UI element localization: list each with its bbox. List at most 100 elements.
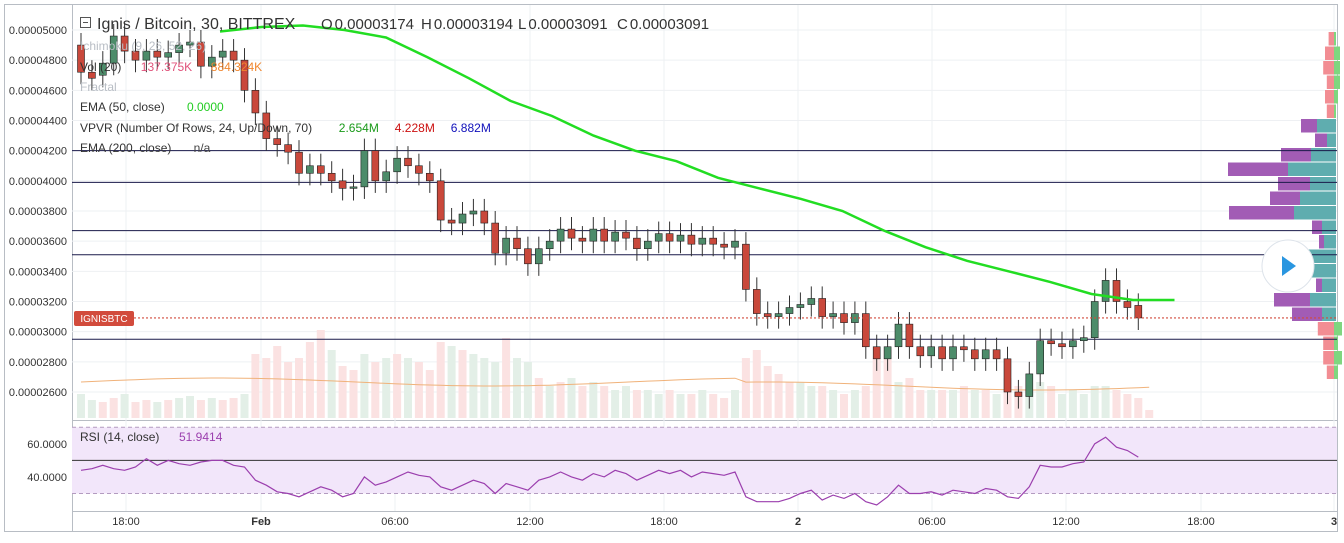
candle <box>338 168 347 201</box>
volume-bar <box>654 394 663 418</box>
ema-line[interactable] <box>219 24 1175 302</box>
vpvr-row-up <box>1334 351 1342 365</box>
volume-bar <box>1101 386 1110 418</box>
horizontal-lines[interactable] <box>72 150 1337 340</box>
volume-bar <box>567 378 576 418</box>
candle <box>164 40 172 70</box>
candle-body <box>545 240 554 250</box>
volume-bar <box>349 370 358 418</box>
candle <box>622 220 630 251</box>
time-tick-label: 12:00 <box>516 516 544 528</box>
candle-body <box>742 243 750 290</box>
candle <box>1014 379 1023 409</box>
candle-body <box>469 210 478 215</box>
price-badge: IGNISBTC <box>74 311 134 326</box>
candle-body <box>611 231 619 242</box>
vpvr-row-down <box>1328 32 1334 46</box>
legend-ema50[interactable]: EMA (50, close) 0.0000 <box>80 100 224 114</box>
vpvr-row-down <box>1317 322 1334 336</box>
volume-bar <box>643 390 652 418</box>
volume-ma-line <box>80 377 1150 391</box>
candle-body <box>687 234 696 245</box>
candle <box>524 236 532 276</box>
legend-vpvr[interactable]: VPVR (Number Of Rows, 24, Up/Down, 70) 2.… <box>80 121 491 135</box>
candle-body <box>316 165 325 174</box>
vpvr-row-up <box>1288 162 1336 176</box>
candle-body <box>371 150 380 182</box>
candle <box>611 220 619 254</box>
play-button[interactable] <box>1261 239 1315 293</box>
volume-bar <box>916 390 925 418</box>
candle <box>1112 268 1121 314</box>
ema-50-line <box>219 24 1175 302</box>
candle <box>349 174 358 201</box>
volume-bar <box>109 398 118 418</box>
candle <box>480 198 489 236</box>
rsi-legend-label: RSI (14, close) <box>80 430 159 444</box>
candle-body <box>894 323 903 348</box>
candle-body <box>1112 280 1121 302</box>
price-badge-label: IGNISBTC <box>80 314 127 325</box>
legend-value: 0.0000 <box>187 100 224 114</box>
candle <box>208 45 216 79</box>
legend-value: 4.228M <box>395 121 435 135</box>
candle-body <box>752 289 761 314</box>
candle <box>633 226 641 261</box>
volume-bar <box>523 362 532 418</box>
vpvr-row-up <box>1310 293 1336 307</box>
candle-body <box>524 248 532 265</box>
vpvr-row-up <box>1327 133 1336 147</box>
candle-body <box>349 186 358 189</box>
vpvr-row-down <box>1323 351 1334 365</box>
vpvr-row-up <box>1334 90 1338 104</box>
legend-value: n/a <box>194 141 211 155</box>
candle <box>404 146 412 178</box>
legend-ema200[interactable]: EMA (200, close) n/a <box>80 141 211 155</box>
candle <box>1003 346 1012 405</box>
candlestick-series[interactable] <box>77 23 1143 409</box>
legend-label: Fractal <box>80 80 117 94</box>
candle-body <box>872 346 881 360</box>
volume-bar <box>992 394 1001 418</box>
legend-ichimoku[interactable]: Ichimoku (9, 26, 52, 26) <box>80 39 206 53</box>
volume-bar <box>545 386 554 418</box>
volume-bar <box>1112 390 1121 418</box>
vpvr-row-up <box>1294 206 1336 220</box>
volume-bar <box>120 394 129 418</box>
candle-body <box>425 172 434 182</box>
vpvr-row-down <box>1325 90 1334 104</box>
candle <box>382 159 391 193</box>
candle <box>676 223 685 254</box>
candle-body <box>415 165 423 174</box>
price-axis[interactable]: 0.00005000 0.00004800 0.00004600 0.00004400… <box>9 25 67 399</box>
vpvr-row-down <box>1326 365 1334 379</box>
time-axis[interactable]: 18:00 Feb 06:00 12:00 18:00 2 06:00 12:00 18:00 3 <box>112 516 1337 528</box>
candle-body <box>709 237 718 245</box>
candle <box>99 51 107 88</box>
legend-vol[interactable]: Vol (20) 137.375K 884.324K <box>80 60 262 74</box>
volume-bar <box>1134 398 1143 418</box>
candle-body <box>186 41 194 46</box>
candle-body <box>393 157 401 173</box>
candle <box>393 146 401 184</box>
candle <box>1058 331 1066 359</box>
volume-bar <box>720 398 729 418</box>
candle <box>894 312 903 359</box>
candle <box>796 292 805 320</box>
chart-header: Ignis / Bitcoin, 30, BITTREX O 0.00003174… <box>80 16 709 33</box>
candle-body <box>229 50 238 61</box>
symbol-title[interactable]: Ignis / Bitcoin, 30, BITTREX <box>97 16 296 33</box>
candle-body <box>491 222 500 254</box>
price-tick-label: 0.00004400 <box>9 116 67 128</box>
candle-body <box>1134 305 1143 319</box>
grid <box>72 5 1337 511</box>
candle-body <box>1123 301 1132 308</box>
vpvr-row-down <box>1274 293 1310 307</box>
volume-bar <box>273 346 282 418</box>
time-tick-label: 06:00 <box>918 516 946 528</box>
rsi-pane[interactable]: 60.0000 40.0000 RSI (14, close) 51.9414 <box>27 426 1337 506</box>
legend-fractal[interactable]: Fractal <box>80 80 117 94</box>
candle-body <box>284 144 292 153</box>
candle-body <box>992 349 1001 360</box>
